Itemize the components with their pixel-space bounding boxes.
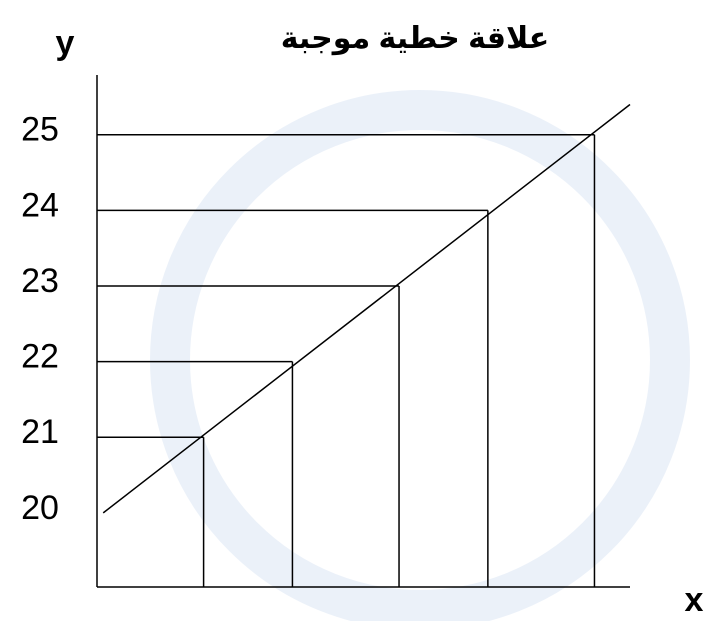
- trend-line: [102, 103, 631, 514]
- y-tick-label: 25: [21, 111, 59, 149]
- y-axis-label: y: [56, 24, 75, 62]
- x-axis-label: x: [685, 581, 704, 619]
- y-tick-label: 23: [21, 262, 59, 300]
- chart-title: علاقة خطية موجبة: [281, 22, 550, 55]
- y-tick-label: 24: [21, 186, 59, 224]
- y-tick-label: 21: [21, 413, 59, 451]
- y-tick-label: 20: [21, 489, 59, 527]
- watermark: [150, 90, 690, 621]
- y-tick-label: 22: [21, 338, 59, 376]
